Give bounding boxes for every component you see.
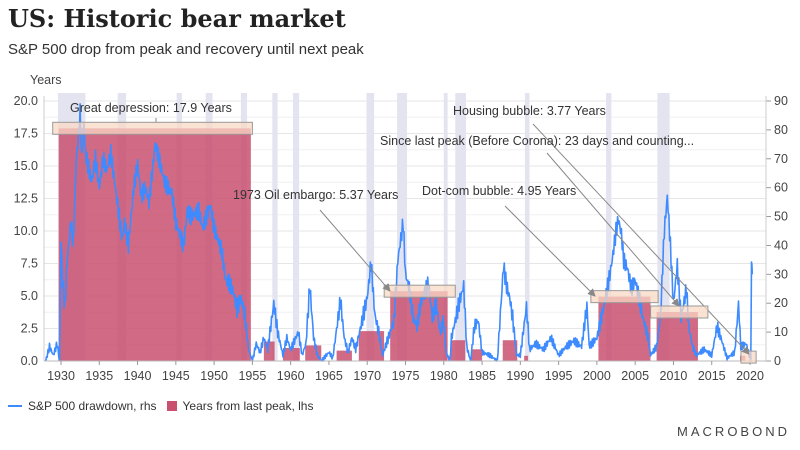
chart-title: US: Historic bear market [8,4,346,33]
annotation-arrow [319,209,391,292]
annotation-arrow [532,123,750,355]
left-tick-label: 10.0 [14,224,38,238]
recession-band [455,93,466,361]
left-tick-label: 2.5 [21,322,38,336]
left-axis-label: Years [30,73,62,87]
legend-drawdown: S&P 500 drawdown, rhs [28,399,157,413]
macrobond-logo: MACROBOND [677,424,790,439]
annotation-label: Great depression: 17.9 Years [70,101,232,115]
annotation-label: Since last peak (Before Corona): 23 days… [380,134,694,148]
recession-band [606,93,612,361]
x-tick-label: 1975 [392,369,420,383]
annotation-box [650,305,709,319]
annotation-box [52,121,253,135]
legend: S&P 500 drawdown, rhs Years from last pe… [8,399,313,413]
recession-band [292,93,300,361]
legend-bar-swatch [166,401,177,411]
right-tick-label: 60 [774,181,788,195]
legend-years: Years from last peak, lhs [182,399,314,413]
annotation-box [590,290,659,304]
recession-band [657,93,670,361]
x-tick-label: 2000 [583,369,611,383]
years-from-peak-bar [502,340,518,361]
annotation-label: Housing bubble: 3.77 Years [453,104,606,118]
annotation-arrow [546,152,680,307]
recession-band [366,93,375,361]
annotation-arrow [504,205,596,297]
years-from-peak-bar [283,348,300,361]
x-tick-label: 1940 [124,369,152,383]
right-tick-label: 0 [774,354,781,368]
years-from-peak-bar [305,345,322,361]
left-tick-label: 20.0 [14,94,38,108]
right-tick-label: 40 [774,238,788,252]
years-from-peak-bar [263,341,275,361]
left-tick-label: 15.0 [14,159,38,173]
right-tick-label: 80 [774,123,788,137]
annotation-label: 1973 Oil embargo: 5.37 Years [233,188,398,202]
x-tick-label: 1995 [545,369,573,383]
drawdown-line [44,103,754,362]
right-tick-label: 20 [774,296,788,310]
recession-band [443,93,448,361]
annotation-box [383,284,456,298]
years-from-peak-bar [336,350,352,361]
years-from-peak-bar [471,349,483,361]
x-tick-label: 2010 [660,369,688,383]
x-tick-label: 1980 [430,369,458,383]
left-tick-label: 7.5 [21,257,38,271]
years-from-peak-bar [598,296,651,361]
x-tick-label: 1945 [162,369,190,383]
right-tick-label: 50 [774,210,788,224]
x-tick-label: 1960 [277,369,305,383]
x-tick-label: 1970 [353,369,381,383]
years-from-peak-bar [450,340,466,361]
legend-line-swatch [8,405,22,407]
right-tick-label: 90 [774,94,788,108]
years-from-peak-bar [524,355,528,361]
x-tick-label: 1955 [238,369,266,383]
years-from-peak-bar [656,311,698,361]
x-tick-label: 2020 [736,369,764,383]
x-tick-label: 1985 [468,369,496,383]
x-tick-label: 1950 [200,369,228,383]
chart-subtitle: S&P 500 drop from peak and recovery unti… [8,41,364,58]
right-tick-label: 30 [774,267,788,281]
recession-band [524,93,530,361]
x-tick-label: 2015 [698,369,726,383]
annotation-label: Dot-com bubble: 4.95 Years [422,184,576,198]
x-tick-label: 1990 [506,369,534,383]
right-tick-label: 70 [774,152,788,166]
left-tick-label: 0.0 [21,354,38,368]
left-tick-label: 17.5 [14,127,38,141]
left-tick-label: 5.0 [21,289,38,303]
x-tick-label: 1930 [47,369,75,383]
x-tick-label: 1935 [85,369,113,383]
left-tick-label: 12.5 [14,192,38,206]
x-tick-label: 2005 [621,369,649,383]
recession-band [272,93,278,361]
right-tick-label: 10 [774,325,788,339]
x-tick-label: 1965 [315,369,343,383]
years-from-peak-bar [390,291,448,361]
